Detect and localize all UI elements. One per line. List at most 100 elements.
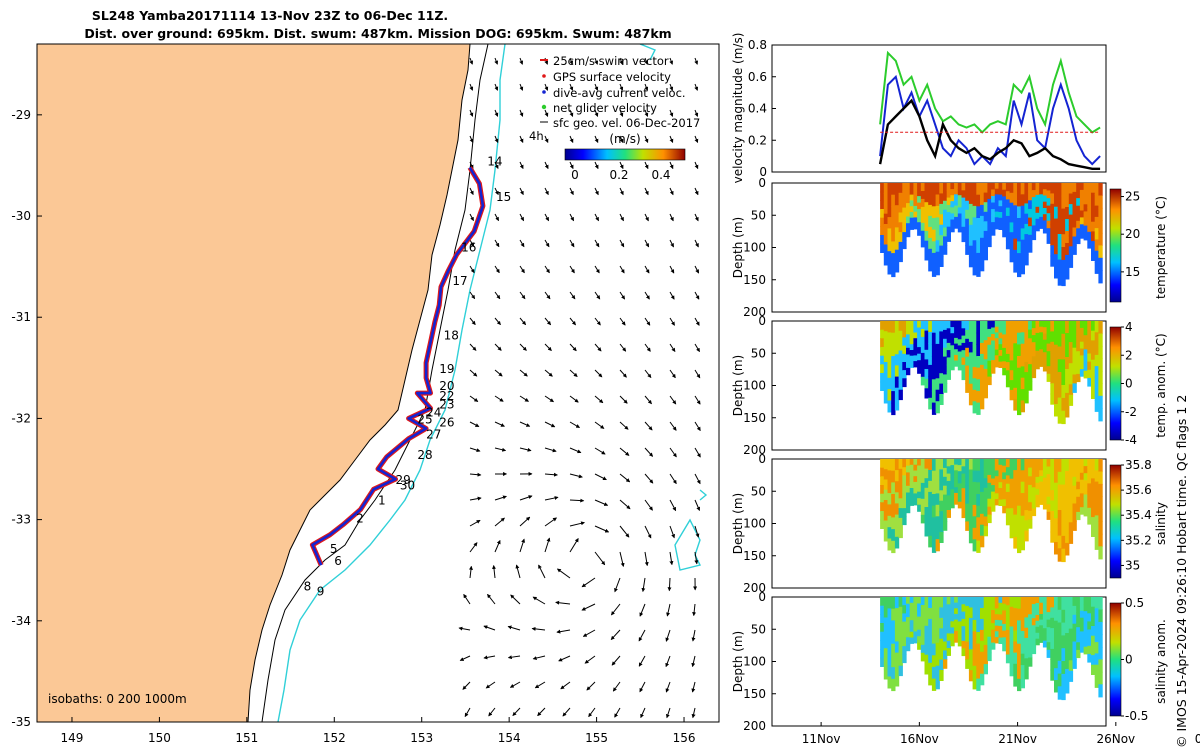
section-cell (1046, 228, 1051, 237)
section-cell (1035, 212, 1040, 220)
velocity-arrow (569, 447, 582, 454)
section-cell (1009, 330, 1014, 342)
section-cell (1050, 490, 1055, 502)
section-cell (950, 633, 955, 641)
section-cell (965, 476, 970, 487)
section-cell (1020, 251, 1025, 263)
section-cell (928, 321, 933, 333)
section-cell (1046, 190, 1051, 199)
section-cell (961, 335, 966, 344)
velocity-arrow (619, 291, 626, 300)
velocity-arrow (669, 265, 675, 274)
section-cell (1005, 232, 1011, 242)
section-cell (983, 359, 988, 370)
velocity-arrow (669, 317, 675, 326)
velocity-arrow (694, 447, 701, 458)
section-cell (976, 402, 981, 415)
section-cell (1083, 501, 1088, 510)
section-cell (1050, 479, 1055, 491)
section-cell (1017, 470, 1022, 483)
section-cell (902, 232, 907, 241)
section-cell (1042, 183, 1048, 190)
section-cell (987, 183, 992, 192)
section-cell (935, 389, 940, 402)
section-cell (965, 347, 970, 358)
section-cell (924, 231, 929, 242)
section-cell (891, 344, 896, 357)
section-cell (946, 495, 951, 504)
section-cell (987, 376, 992, 386)
velocity-arrow (569, 239, 575, 248)
velocity-ytick-label: 0.6 (748, 70, 767, 84)
section-cell (1039, 476, 1044, 483)
section-cell (943, 659, 948, 669)
section-cell (1094, 194, 1099, 207)
section-cell (991, 228, 996, 236)
section-cell (1091, 321, 1096, 332)
section-cell (1076, 511, 1081, 521)
section-cell (1042, 214, 1048, 221)
colorbar-tick-label: 4 (1125, 320, 1133, 334)
section-cell (957, 639, 963, 647)
velocity-arrow (640, 707, 646, 719)
section-cell (894, 525, 900, 538)
section-cell (931, 620, 937, 633)
section-colorbar (1109, 602, 1122, 717)
section-cell (968, 352, 974, 364)
section-cell (1079, 341, 1085, 350)
section-cell (894, 376, 900, 389)
section-cell (1065, 680, 1070, 694)
isobath-label: isobaths: 0 200 1000m (48, 692, 187, 706)
section-cell (943, 503, 948, 513)
velocity-arrow (669, 83, 674, 91)
velocity-arrow (494, 265, 500, 274)
section-cell (950, 501, 955, 509)
section-cell (1017, 229, 1022, 242)
section-cell (1091, 388, 1096, 399)
legend-swim-vector: 25cm/s swim vector (553, 54, 669, 68)
section-cell (994, 355, 1000, 362)
section-cell (976, 517, 981, 530)
section-cell (1079, 638, 1085, 646)
section-cell (976, 241, 981, 254)
section-cell (1009, 380, 1014, 391)
section-cell (1083, 618, 1088, 626)
section-cell (1061, 321, 1066, 335)
section-cell (1017, 529, 1022, 542)
section-cell (976, 608, 981, 621)
section-cell (931, 666, 937, 680)
section-cell (1094, 664, 1099, 677)
velocity-arrow (644, 525, 652, 539)
section-cell (946, 226, 951, 235)
section-cell (1024, 627, 1029, 639)
section-cell (906, 183, 911, 191)
section-cell (1031, 611, 1037, 619)
section-cell (1072, 383, 1077, 393)
velocity-arrow (544, 83, 549, 91)
section-cell (1024, 372, 1029, 383)
section-cell (1076, 496, 1081, 505)
velocity-arrow (667, 577, 672, 592)
section-cell (983, 635, 988, 646)
section-cell (939, 607, 944, 619)
section-cell (957, 201, 963, 208)
section-cell (1054, 494, 1059, 508)
section-cell (906, 334, 911, 342)
velocity-arrow (666, 603, 671, 617)
section-cell (991, 196, 996, 204)
section-cell (1094, 366, 1099, 378)
section-cell (883, 668, 889, 680)
section-cell (950, 495, 955, 503)
section-cell (1042, 220, 1048, 228)
velocity-arrow (669, 421, 677, 431)
section-cell (1061, 183, 1066, 197)
section-cell (935, 597, 940, 610)
section-cell (987, 506, 992, 516)
section-cell (1083, 646, 1088, 655)
section-ytick-label: 0 (758, 314, 766, 328)
section-cell (1076, 336, 1081, 345)
section-cell (968, 649, 974, 661)
section-cell (1017, 367, 1022, 380)
section-cell (980, 342, 985, 355)
